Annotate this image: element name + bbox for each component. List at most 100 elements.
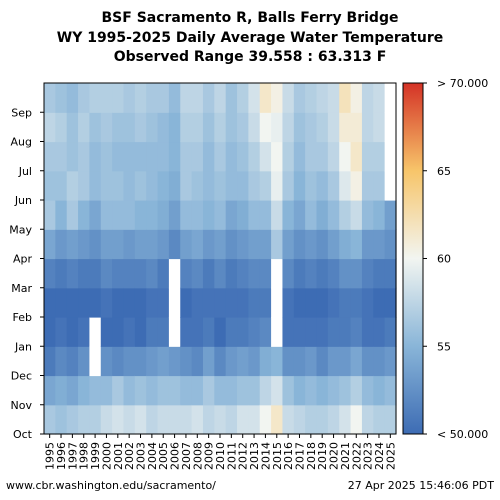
x-tick-label: 2011	[225, 442, 238, 470]
x-tick-label: 1999	[89, 442, 102, 470]
heat-cell	[237, 317, 249, 347]
colorbar-tick-label: < 50.000	[437, 428, 488, 441]
heat-cell	[89, 404, 102, 435]
footer-url[interactable]: www.cbr.washington.edu/sacramento/	[6, 479, 216, 492]
x-tick-label: 2002	[123, 442, 136, 470]
heat-cell	[157, 170, 170, 201]
heat-cell	[327, 317, 340, 347]
heat-cell	[305, 141, 318, 172]
heat-cell	[259, 141, 272, 172]
heat-cell	[168, 258, 181, 289]
heat-cell	[282, 229, 295, 260]
heat-cell	[66, 375, 79, 406]
heat-cell	[78, 170, 91, 201]
heat-cell	[89, 229, 102, 260]
heat-cell	[259, 200, 272, 230]
heat-cell	[157, 287, 170, 318]
heat-cell	[134, 200, 147, 230]
heat-cell	[316, 375, 329, 406]
heat-cell	[259, 229, 272, 260]
heat-cell	[339, 317, 352, 347]
heat-cell	[225, 229, 238, 260]
heat-cell	[89, 346, 102, 377]
heat-cell	[259, 317, 272, 347]
heat-cell	[339, 229, 352, 260]
heat-cell	[305, 375, 318, 406]
heat-cell	[339, 346, 352, 377]
y-tick-label: Jun	[14, 194, 32, 207]
heat-cell	[282, 317, 295, 347]
heat-cell	[305, 229, 318, 260]
heat-cell	[316, 404, 329, 435]
heat-cell	[271, 200, 284, 230]
heat-cell	[89, 112, 102, 143]
heat-cell	[134, 141, 147, 172]
heat-cell	[44, 200, 56, 230]
heat-cell	[305, 317, 318, 347]
heat-cell	[225, 346, 238, 377]
y-tick-label: Apr	[13, 253, 33, 266]
heat-cell	[89, 83, 102, 113]
chart-title: BSF Sacramento R, Balls Ferry Bridge WY …	[0, 9, 500, 68]
heat-cell	[237, 404, 249, 435]
heat-cell	[339, 375, 352, 406]
heat-cell	[89, 287, 102, 318]
heat-cell	[78, 287, 91, 318]
heat-cell	[134, 375, 147, 406]
heat-cell	[384, 229, 397, 260]
x-tick-label: 2010	[214, 442, 227, 470]
heat-cell	[293, 141, 306, 172]
heat-cell	[361, 346, 374, 377]
heat-cell	[293, 258, 306, 289]
heat-cell	[225, 141, 238, 172]
heat-cell	[180, 200, 193, 230]
heat-cell	[134, 229, 147, 260]
heat-cell	[339, 170, 352, 201]
heat-cell	[168, 141, 181, 172]
heat-cell	[202, 229, 215, 260]
heat-cell	[191, 375, 204, 406]
heat-cell	[180, 317, 193, 347]
heat-cell	[248, 200, 261, 230]
heat-cell	[44, 170, 56, 201]
heat-cell	[202, 317, 215, 347]
heat-cell	[305, 112, 318, 143]
heat-cell	[259, 112, 272, 143]
heat-cell	[350, 83, 363, 113]
heat-cell	[327, 287, 340, 318]
heat-cell	[350, 112, 363, 143]
y-tick-label: Jan	[14, 340, 32, 353]
heat-cell	[191, 141, 204, 172]
chart-title-line-1: BSF Sacramento R, Balls Ferry Bridge	[101, 10, 399, 26]
heat-cell	[214, 141, 227, 172]
x-tick-label: 2025	[384, 442, 397, 470]
heat-cell	[55, 375, 68, 406]
heat-cell	[134, 258, 147, 289]
heat-cell	[157, 375, 170, 406]
y-tick-label: Oct	[13, 428, 33, 441]
heat-cell	[293, 317, 306, 347]
heat-cell	[146, 346, 159, 377]
heat-cell	[350, 287, 363, 318]
heat-cell	[248, 287, 261, 318]
heat-cell	[112, 170, 125, 201]
heat-cell	[157, 258, 170, 289]
heat-cell	[168, 317, 181, 347]
heat-cell	[259, 375, 272, 406]
heat-cell	[214, 404, 227, 435]
heat-cell	[327, 346, 340, 377]
heat-cell	[191, 404, 204, 435]
heat-cell	[66, 200, 79, 230]
heat-cell	[66, 83, 79, 113]
heat-cell	[248, 346, 261, 377]
heat-cell	[293, 170, 306, 201]
heat-cell	[225, 112, 238, 143]
heat-cell	[123, 287, 136, 318]
heat-cell	[180, 258, 193, 289]
heat-cell	[180, 170, 193, 201]
heat-cell	[78, 112, 91, 143]
heat-cell	[134, 287, 147, 318]
heat-cell	[146, 258, 159, 289]
heat-cell	[214, 258, 227, 289]
heat-cell	[66, 317, 79, 347]
